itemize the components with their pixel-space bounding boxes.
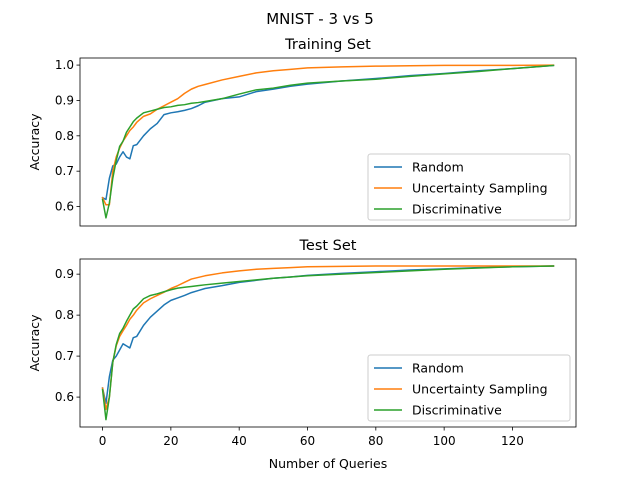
y-tick-label: 0.6 <box>55 200 74 214</box>
plot-frame <box>79 57 577 227</box>
legend-frame <box>367 153 571 221</box>
y-tick-label: 0.7 <box>55 349 74 363</box>
y-tick-label: 0.8 <box>55 129 74 143</box>
legend: Random Uncertainty Sampling Discriminative <box>367 153 571 221</box>
legend-label: Discriminative <box>412 202 502 217</box>
x-tick-label: 80 <box>368 434 383 448</box>
x-axis-label: Number of Queries <box>269 456 387 471</box>
y-tick-label: 0.8 <box>55 308 74 322</box>
y-axis-label: Accuracy <box>27 113 42 171</box>
y-tick-label: 0.9 <box>55 93 74 107</box>
x-tick-label: 120 <box>501 434 524 448</box>
plot-frame <box>79 258 577 428</box>
y-tick-label: 0.9 <box>55 267 74 281</box>
legend-label: Random <box>412 160 464 175</box>
x-tick-label: 0 <box>99 434 107 448</box>
x-tick-label: 40 <box>232 434 247 448</box>
test-set-panel: Test Set 0.6 0.7 0.8 0.9 0 20 40 60 80 100 120 Acc… <box>27 238 577 448</box>
series-line-discriminative <box>101 265 555 421</box>
legend-label: Random <box>412 361 464 376</box>
x-tick-label: 20 <box>163 434 178 448</box>
legend: Random Uncertainty Sampling Discriminative <box>367 354 571 422</box>
y-axis-label: Accuracy <box>27 314 42 372</box>
legend-label: Uncertainty Sampling <box>412 382 548 397</box>
y-tick-label: 0.7 <box>55 164 74 178</box>
training-set-panel: Training Set 0.6 0.7 0.8 0.9 1.0 Accuracy Ra… <box>27 37 577 227</box>
legend-frame <box>367 354 571 422</box>
panel-title: Test Set <box>299 238 357 254</box>
x-tick-label: 60 <box>300 434 315 448</box>
series-line-uncertainty-sampling <box>101 265 555 411</box>
series-line-discriminative <box>101 64 555 219</box>
figure-title: MNIST - 3 vs 5 <box>266 10 374 28</box>
x-tick-label: 100 <box>433 434 456 448</box>
panel-title: Training Set <box>284 37 371 53</box>
y-tick-label: 0.6 <box>55 390 74 404</box>
legend-label: Discriminative <box>412 403 502 418</box>
legend-label: Uncertainty Sampling <box>412 181 548 196</box>
y-tick-label: 1.0 <box>55 58 74 72</box>
series-line-random <box>101 265 555 404</box>
